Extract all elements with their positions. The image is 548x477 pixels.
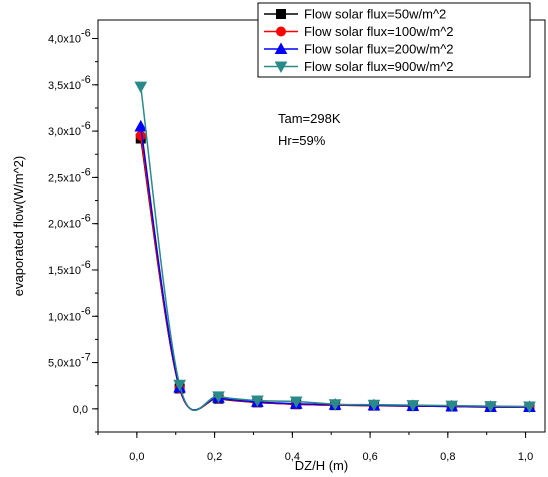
x-tick-label: 1,0	[518, 451, 533, 463]
series-3	[134, 119, 536, 413]
data-point	[212, 391, 225, 403]
data-point	[484, 401, 497, 413]
y-tick-label: 3,0x10	[48, 126, 81, 138]
legend-label: Flow solar flux=50w/m^2	[304, 7, 446, 22]
legend-item: Flow solar flux=900w/m^2	[264, 59, 454, 74]
y-tick-label: 1,0x10	[48, 311, 81, 323]
y-tick-label: 0,0	[73, 404, 88, 416]
data-point	[406, 400, 420, 412]
legend-marker	[276, 26, 286, 37]
x-axis-label: DZ/H (m)	[295, 458, 348, 473]
legend-label: Flow solar flux=100w/m^2	[304, 24, 454, 39]
legend-marker	[276, 9, 286, 19]
legend-marker	[274, 61, 288, 74]
series-2	[135, 130, 535, 413]
y-tick-label: 4,0x10	[48, 34, 81, 46]
series-line	[140, 126, 530, 411]
data-point	[367, 399, 381, 412]
annotation-humidity: Hr=59%	[278, 133, 326, 148]
y-tick-label: 5,0x10	[48, 358, 81, 370]
data-point	[135, 130, 146, 141]
x-tick-label: 0,6	[362, 451, 377, 463]
series-line	[140, 138, 530, 411]
x-tick-label: 0,2	[207, 451, 222, 463]
x-tick-label: 0,4	[285, 451, 300, 463]
series-4	[134, 81, 536, 414]
y-axis-label: evaporated flow(W/m^2)	[11, 156, 26, 296]
data-point	[523, 401, 536, 414]
series-1	[135, 133, 535, 413]
legend-marker	[274, 42, 288, 54]
series-layer	[134, 81, 536, 414]
data-point	[251, 395, 264, 408]
series-line	[140, 86, 530, 412]
legend: Flow solar flux=50w/m^2 Flow solar flux=1…	[257, 2, 531, 78]
legend-box	[257, 2, 531, 78]
y-axis-ticks: 0,05,0x10 -71,0x10 -61,5x10 -62,0x10 -62,5x1…	[48, 28, 98, 433]
x-tick-label: 0,0	[129, 451, 144, 463]
legend-label: Flow solar flux=200w/m^2	[304, 42, 454, 57]
x-axis-ticks: 0,0 0,2 0,4 0,6 0,8 1,0	[97, 432, 533, 463]
plot-frame	[97, 19, 546, 433]
y-tick-exponent: -6	[81, 120, 91, 132]
x-tick-label: 0,8	[440, 451, 455, 463]
data-point	[134, 81, 148, 94]
y-tick-label: 2,5x10	[48, 172, 81, 184]
data-point	[289, 396, 303, 408]
y-tick-label: 1,5x10	[48, 265, 81, 277]
data-point	[445, 400, 459, 413]
y-tick-exponent: -6	[81, 166, 91, 178]
data-point	[134, 119, 148, 132]
legend-label: Flow solar flux=900w/m^2	[304, 59, 454, 74]
y-tick-exponent: -6	[81, 74, 91, 86]
y-tick-exponent: -6	[81, 305, 91, 317]
y-tick-exponent: -6	[81, 213, 91, 225]
y-tick-exponent: -6	[81, 259, 91, 271]
legend-item: Flow solar flux=100w/m^2	[264, 24, 454, 39]
y-tick-label: 2,0x10	[48, 219, 81, 231]
annotation-temperature: Tam=298K	[278, 111, 341, 126]
legend-item: Flow solar flux=50w/m^2	[264, 7, 446, 22]
data-point	[173, 379, 186, 392]
y-tick-label: 3,5x10	[48, 80, 81, 92]
y-tick-exponent: -6	[81, 28, 91, 40]
data-point	[328, 399, 342, 411]
series-line	[140, 135, 530, 411]
y-tick-exponent: -7	[81, 352, 91, 364]
legend-item: Flow solar flux=200w/m^2	[264, 42, 454, 57]
plot-area-border	[97, 19, 546, 433]
